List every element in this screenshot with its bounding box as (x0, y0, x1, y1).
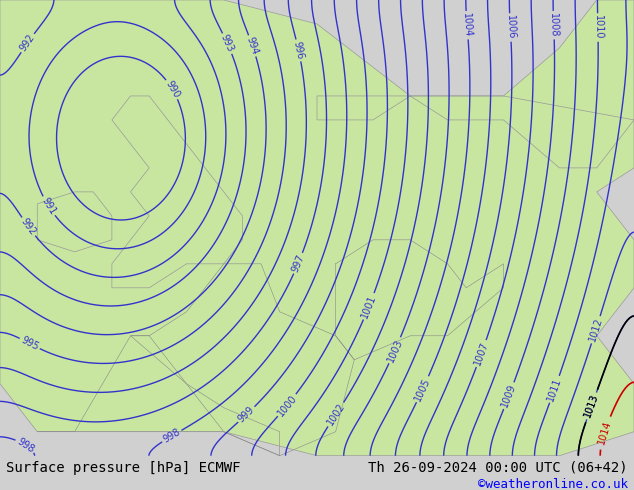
Text: 998: 998 (15, 436, 36, 455)
Text: 992: 992 (18, 32, 37, 53)
Text: 1013: 1013 (583, 392, 600, 419)
Text: 991: 991 (39, 196, 58, 217)
Text: 1004: 1004 (461, 13, 473, 38)
Text: 1008: 1008 (548, 13, 559, 38)
Text: 990: 990 (164, 79, 181, 100)
Text: 1001: 1001 (359, 293, 378, 319)
Text: 1010: 1010 (593, 15, 603, 40)
Text: 997: 997 (290, 253, 306, 274)
Text: 1002: 1002 (325, 401, 347, 428)
Text: ©weatheronline.co.uk: ©weatheronline.co.uk (477, 478, 628, 490)
Text: 992: 992 (19, 216, 38, 237)
Text: 996: 996 (292, 40, 306, 60)
Text: 1003: 1003 (385, 337, 404, 364)
Text: 1009: 1009 (500, 383, 518, 409)
Text: 1000: 1000 (275, 392, 299, 418)
Text: 998: 998 (161, 427, 182, 445)
Text: 1013: 1013 (583, 392, 600, 419)
Text: 1006: 1006 (505, 15, 516, 40)
Text: 1005: 1005 (413, 376, 432, 403)
Text: 1011: 1011 (546, 376, 564, 402)
Text: Surface pressure [hPa] ECMWF: Surface pressure [hPa] ECMWF (6, 461, 241, 475)
Text: 1012: 1012 (587, 317, 604, 343)
Text: 993: 993 (219, 33, 236, 54)
Text: 1014: 1014 (596, 419, 613, 446)
Text: 995: 995 (19, 335, 40, 352)
Text: 994: 994 (245, 35, 260, 56)
Text: 1007: 1007 (472, 340, 490, 367)
Text: Th 26-09-2024 00:00 UTC (06+42): Th 26-09-2024 00:00 UTC (06+42) (368, 461, 628, 475)
Text: 999: 999 (236, 405, 257, 424)
